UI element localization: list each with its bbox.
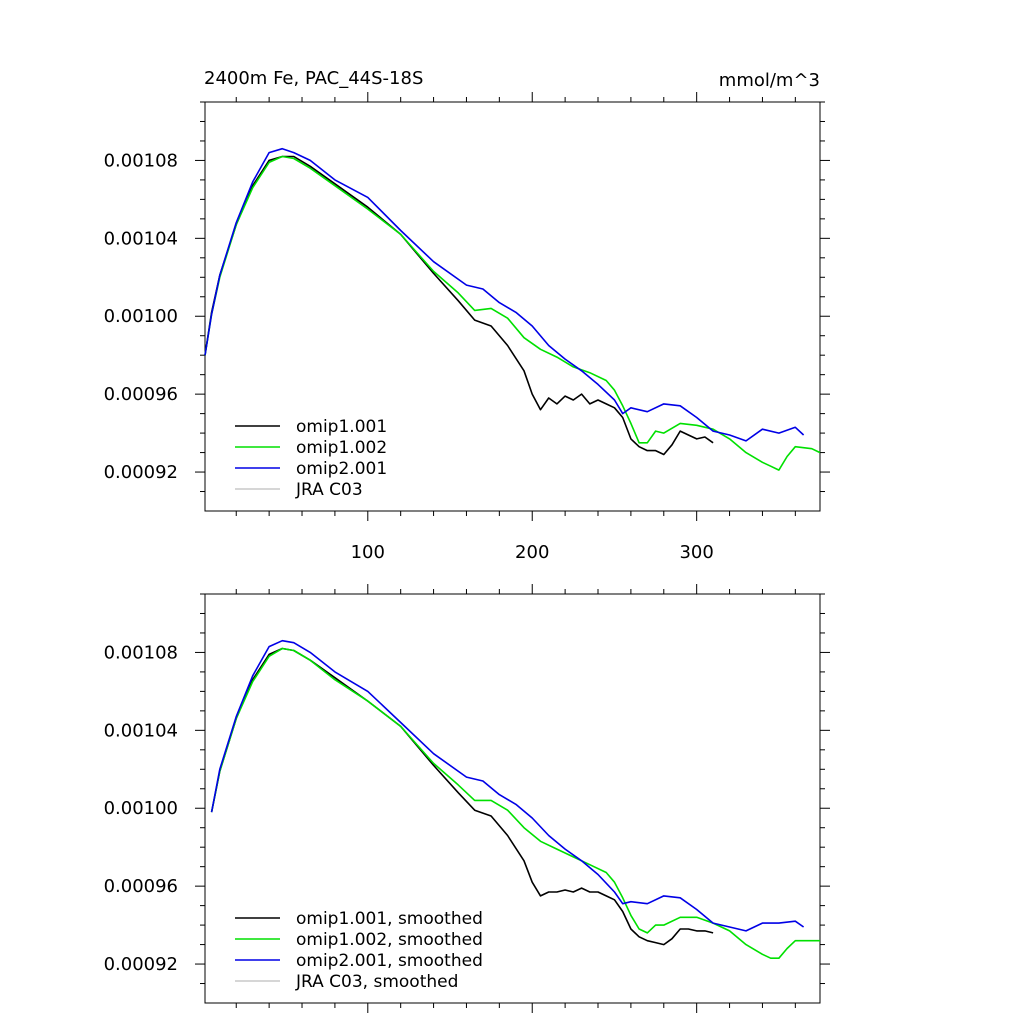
panel-top-series (204, 147, 821, 471)
x-tick-label: 100 (351, 542, 385, 563)
panel-top-frame (204, 101, 821, 512)
panel-top-title-left: 2400m Fe, PAC_44S-18S (204, 68, 423, 89)
y-tick-label: 0.00108 (104, 642, 178, 663)
series-line-omip1-001-smoothed (210, 647, 714, 946)
panel-bottom: 0.00092 0.00096 0.00100 0.00104 0.00108 (104, 584, 830, 1013)
x-tick-label: 200 (515, 542, 549, 563)
panel-bottom-frame (204, 593, 821, 1004)
panel-bottom-minor-ticks (200, 589, 825, 1008)
series-line-omip2-001 (204, 147, 805, 442)
panel-top-legend: omip1.001 omip1.002 omip2.001 JRA C03 (235, 417, 387, 500)
series-line-omip2-001-smoothed (210, 639, 805, 932)
panel-top: 2400m Fe, PAC_44S-18S mmol/m^3 0.00092 0… (104, 68, 830, 563)
legend-label: JRA C03 (295, 480, 363, 500)
panel-bottom-x-ticks (367, 584, 698, 1013)
y-tick-label: 0.00104 (104, 228, 178, 249)
legend-label: omip1.002 (296, 438, 387, 458)
y-tick-label: 0.00096 (104, 876, 178, 897)
legend-label: JRA C03, smoothed (295, 972, 458, 992)
legend-label: omip1.001 (296, 417, 387, 437)
y-tick-label: 0.00108 (104, 150, 178, 171)
y-tick-label: 0.00092 (104, 954, 178, 975)
panel-top-title-right: mmol/m^3 (719, 70, 820, 91)
y-tick-label: 0.00100 (104, 306, 178, 327)
y-tick-label: 0.00096 (104, 384, 178, 405)
legend-label: omip2.001, smoothed (296, 951, 483, 971)
panel-top-y-ticks: 0.00092 0.00096 0.00100 0.00104 0.00108 (104, 150, 830, 483)
panel-top-minor-ticks (200, 97, 825, 516)
legend-label: omip1.001, smoothed (296, 909, 483, 929)
y-tick-label: 0.00100 (104, 798, 178, 819)
panel-bottom-series (210, 639, 820, 959)
y-tick-label: 0.00104 (104, 720, 178, 741)
x-tick-label: 300 (679, 542, 713, 563)
legend-label: omip1.002, smoothed (296, 930, 483, 950)
legend-label: omip2.001 (296, 459, 387, 479)
y-tick-label: 0.00092 (104, 462, 178, 483)
series-line-omip1-002-smoothed (210, 647, 820, 959)
series-line-omip1-001 (204, 155, 714, 456)
panel-top-x-ticks: 100 200 300 (351, 92, 714, 563)
panel-bottom-legend: omip1.001, smoothed omip1.002, smoothed … (235, 909, 483, 992)
panel-bottom-y-ticks: 0.00092 0.00096 0.00100 0.00104 0.00108 (104, 642, 830, 975)
